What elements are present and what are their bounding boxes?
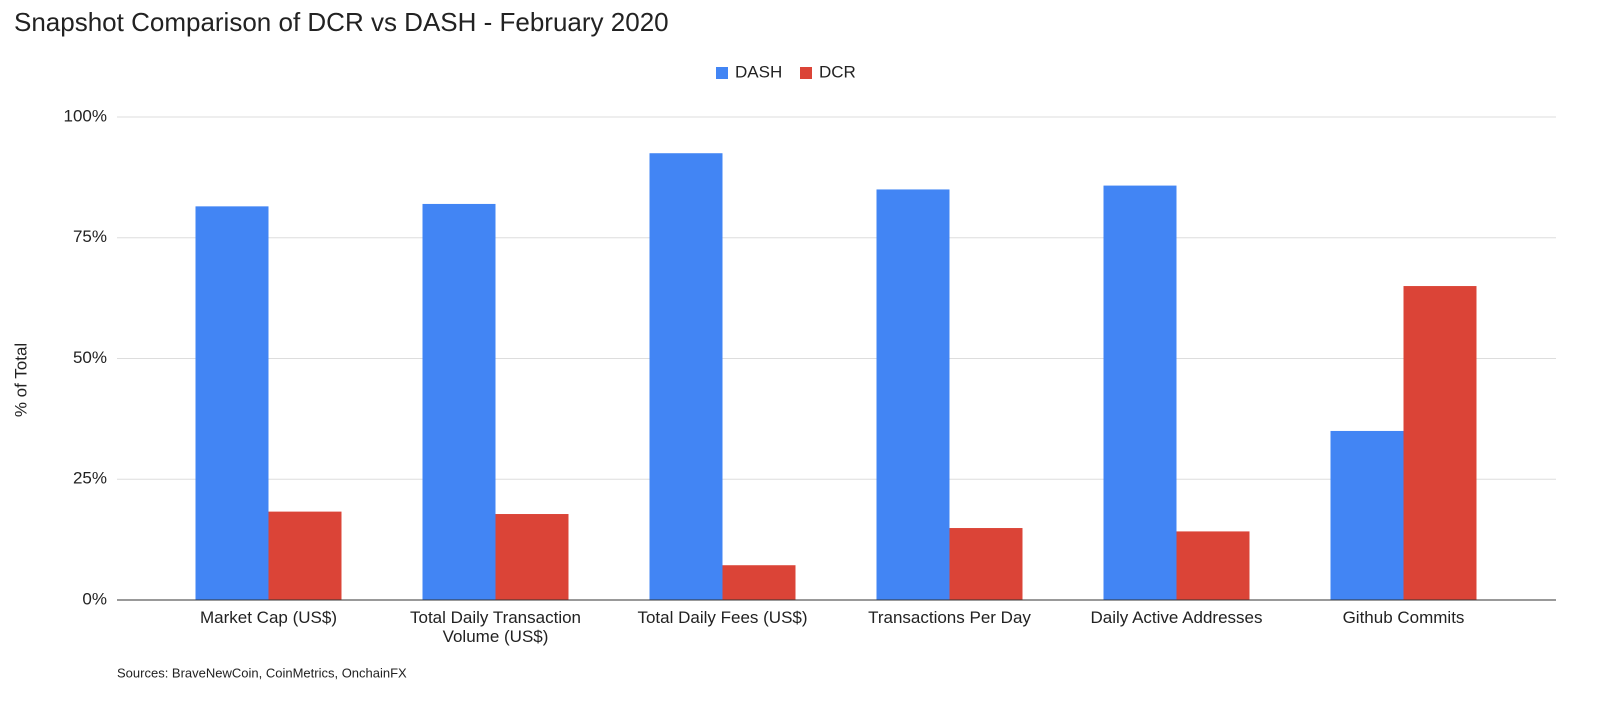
- x-tick-label: Total Daily Fees (US$): [637, 608, 808, 627]
- bar: [1176, 531, 1250, 600]
- legend-swatch: [800, 67, 812, 79]
- x-tick-label: Market Cap (US$): [200, 608, 337, 627]
- bar: [422, 203, 496, 600]
- y-axis-label: % of Total: [11, 343, 30, 417]
- bar: [1103, 185, 1177, 600]
- x-tick-label: Transactions Per Day: [868, 608, 1031, 627]
- y-tick-label: 0%: [82, 589, 107, 608]
- legend-label: DCR: [819, 62, 856, 81]
- bar: [649, 153, 723, 600]
- x-tick-label: Github Commits: [1342, 608, 1465, 627]
- y-tick-label: 50%: [73, 348, 107, 367]
- bar: [1403, 286, 1477, 600]
- source-note: Sources: BraveNewCoin, CoinMetrics, Onch…: [117, 665, 407, 680]
- legend-label: DASH: [735, 62, 782, 81]
- chart-title: Snapshot Comparison of DCR vs DASH - Feb…: [14, 7, 669, 37]
- bar: [495, 514, 569, 600]
- x-tick-label: Total Daily Transaction Volume (US$): [409, 608, 582, 646]
- x-tick-label: Daily Active Addresses: [1090, 608, 1263, 627]
- bar: [195, 206, 269, 601]
- bar: [722, 565, 796, 600]
- legend-swatch: [716, 67, 728, 79]
- bar: [949, 528, 1023, 600]
- y-tick-label: 25%: [73, 469, 107, 488]
- bar: [1330, 430, 1404, 600]
- y-tick-label: 100%: [64, 106, 107, 125]
- bar: [876, 189, 950, 600]
- y-tick-label: 75%: [73, 227, 107, 246]
- bar: [268, 511, 342, 600]
